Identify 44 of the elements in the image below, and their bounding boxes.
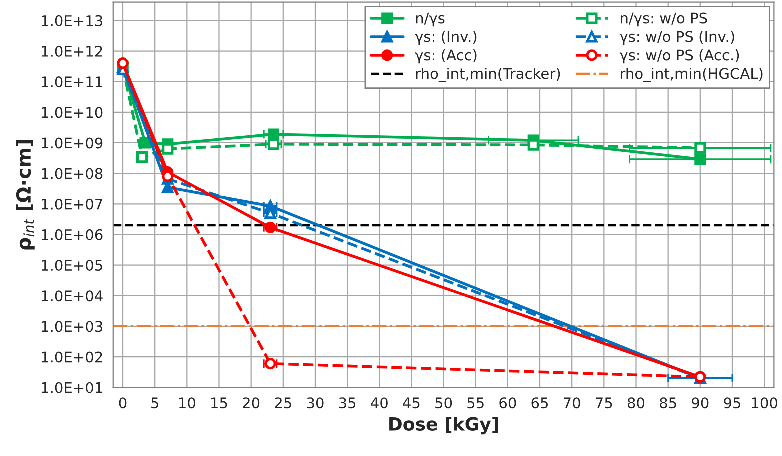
x-tick-label: 35 — [339, 398, 356, 409]
x-tick-label: 30 — [307, 398, 324, 409]
legend-label: γs: (Inv.) — [415, 30, 477, 46]
y-tick-label: 1.0E+01 — [42, 382, 102, 394]
x-axis-title: Dose [kGy] — [390, 416, 498, 435]
y-tick-label: 1.0E+03 — [42, 321, 102, 332]
y-tick-label: 1.0E+06 — [42, 229, 103, 240]
legend-label: γs: w/o PS (Acc.) — [620, 49, 740, 64]
x-tick-label: 100 — [752, 398, 778, 409]
x-tick-label: 25 — [275, 398, 292, 409]
y-tick-label: 1.0E+09 — [42, 138, 103, 149]
legend-label: γs: (Acc) — [415, 49, 477, 64]
y-tick-label: 1.0E+02 — [42, 352, 102, 363]
x-tick-label: 50 — [436, 398, 452, 409]
y-tick-label: 1.0E+05 — [42, 260, 102, 272]
y-axis-title: ρ$_{int}$ [Ω·cm] — [16, 140, 35, 250]
y-tick-label: 1.0E+10 — [42, 107, 103, 118]
y-tick-label: 1.0E+13 — [42, 15, 102, 26]
x-tick-label: 45 — [403, 398, 420, 409]
x-tick-label: 0 — [119, 398, 127, 409]
x-tick-label: 75 — [596, 398, 612, 409]
x-tick-label: 65 — [532, 398, 548, 409]
x-tick-label: 80 — [628, 398, 645, 409]
legend-label: n/γs: w/o PS — [621, 12, 708, 27]
legend-label: γs: w/o PS (Inv.) — [620, 30, 734, 46]
x-tick-label: 60 — [500, 398, 516, 409]
y-tick-label: 1.0E+04 — [42, 290, 103, 302]
y-tick-label: 1.0E+12 — [42, 46, 102, 58]
x-tick-label: 85 — [660, 398, 676, 409]
y-tick-label: 1.0E+11 — [42, 76, 102, 88]
x-tick-label: 95 — [724, 398, 740, 409]
x-tick-label: 15 — [212, 398, 228, 409]
y-tick-label: 1.0E+08 — [42, 168, 103, 180]
legend-label: rho_int,min(HGCAL) — [621, 68, 763, 82]
x-tick-label: 90 — [692, 398, 709, 409]
legend-label: n/γs — [416, 12, 445, 27]
y-tick-label: 1.0E+07 — [42, 198, 102, 210]
x-tick-label: 70 — [564, 398, 580, 409]
x-tick-label: 40 — [371, 398, 388, 409]
legend-label: rho_int,min(Tracker) — [416, 68, 560, 82]
x-tick-label: 5 — [152, 398, 158, 409]
x-tick-label: 20 — [243, 398, 260, 409]
x-tick-label: 55 — [468, 398, 484, 409]
x-tick-label: 10 — [179, 398, 196, 409]
